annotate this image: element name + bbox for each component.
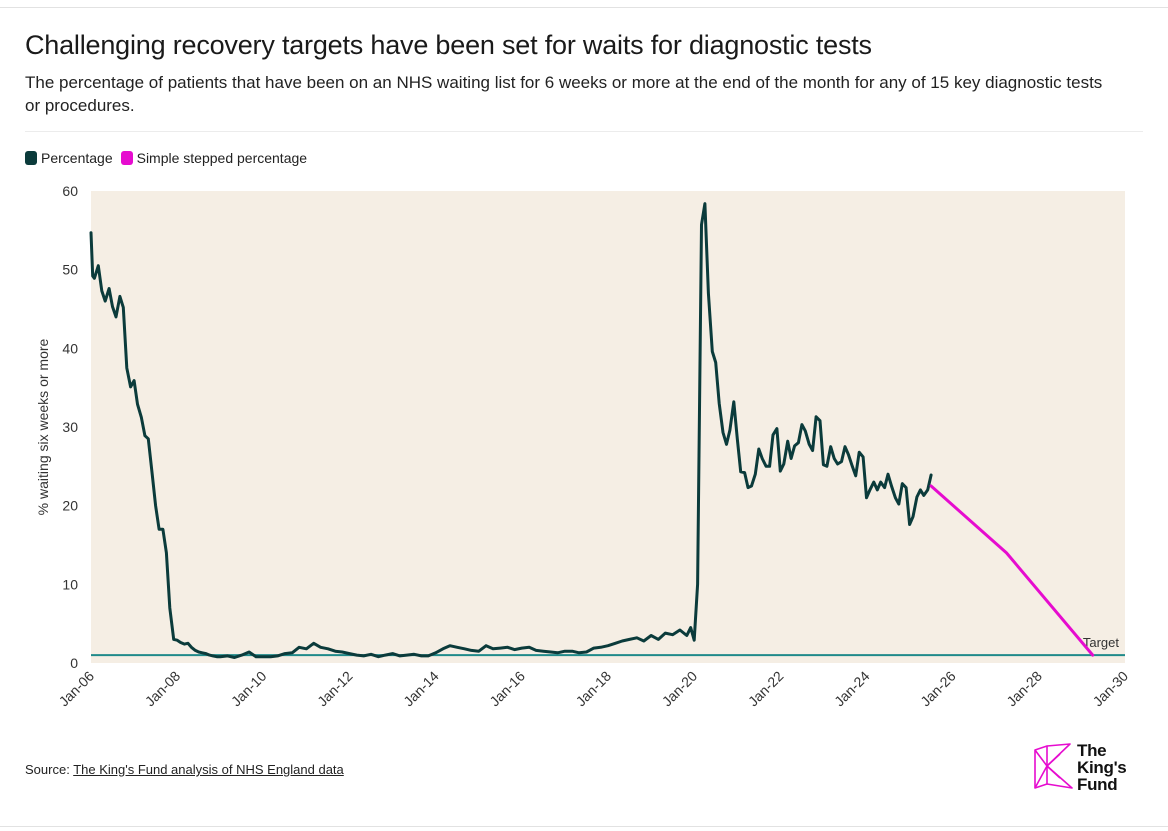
series-line-stepped-percentage (929, 484, 1095, 657)
target-label: Target (1083, 635, 1120, 650)
header-divider (25, 131, 1143, 132)
source-prefix: Source: (25, 762, 74, 777)
chart-subtitle: The percentage of patients that have bee… (25, 73, 1103, 115)
source-link[interactable]: The King's Fund analysis of NHS England … (73, 762, 344, 777)
source-note: Source: The King's Fund analysis of NHS … (25, 762, 344, 777)
logo-line-1: The (1077, 741, 1107, 760)
x-tick-label: Jan-10 (228, 668, 270, 710)
legend-swatch-stepped (120, 151, 133, 165)
x-tick-label: Jan-16 (486, 668, 528, 710)
x-tick-label: Jan-24 (831, 668, 873, 710)
x-tick-label: Jan-06 (56, 668, 98, 710)
y-axis-label: % waiting six weeks or more (35, 338, 51, 515)
x-tick-label: Jan-08 (142, 668, 184, 710)
legend-item-stepped[interactable]: Simple stepped percentage (120, 150, 308, 166)
plot-area (91, 191, 1125, 663)
y-tick-label: 10 (62, 576, 78, 592)
y-tick-label: 40 (62, 340, 78, 356)
x-axis: Jan-06 Jan-08 Jan-10 Jan-12 Jan-14 Jan-16 Jan-… (56, 668, 1132, 710)
x-tick-label: Jan-22 (745, 668, 787, 710)
x-tick-label: Jan-30 (1090, 668, 1132, 710)
x-tick-label: Jan-26 (917, 668, 959, 710)
y-axis: 0 10 20 30 40 50 60 (62, 183, 78, 671)
logo-line-2: King's (1077, 758, 1127, 777)
x-tick-label: Jan-28 (1003, 668, 1045, 710)
top-divider (0, 7, 1168, 8)
chart-title: Challenging recovery targets have been s… (25, 30, 872, 60)
series-group (89, 202, 1095, 659)
y-tick-label: 30 (62, 419, 78, 435)
legend-swatch-percentage (25, 151, 37, 165)
x-tick-label: Jan-12 (314, 668, 356, 710)
reference-lines: Target (91, 635, 1125, 657)
legend-label-stepped: Simple stepped percentage (136, 150, 308, 166)
y-tick-label: 50 (62, 262, 78, 278)
kings-fund-logo: The King's Fund (1032, 742, 1132, 796)
y-tick-label: 0 (70, 655, 78, 671)
legend: Percentage Simple stepped percentage (25, 150, 315, 166)
y-tick-label: 20 (62, 498, 78, 514)
logo-wordmark: The King's Fund (1077, 741, 1127, 794)
y-tick-label: 60 (62, 183, 78, 199)
legend-item-percentage[interactable]: Percentage (25, 150, 113, 166)
kings-fund-logo-icon (1034, 743, 1073, 789)
series-line-percentage (89, 202, 933, 659)
logo-line-3: Fund (1077, 775, 1118, 794)
x-tick-label: Jan-14 (400, 668, 442, 710)
bottom-divider (0, 826, 1168, 827)
x-tick-label: Jan-20 (659, 668, 701, 710)
legend-label-percentage: Percentage (41, 150, 113, 166)
x-tick-label: Jan-18 (573, 668, 615, 710)
